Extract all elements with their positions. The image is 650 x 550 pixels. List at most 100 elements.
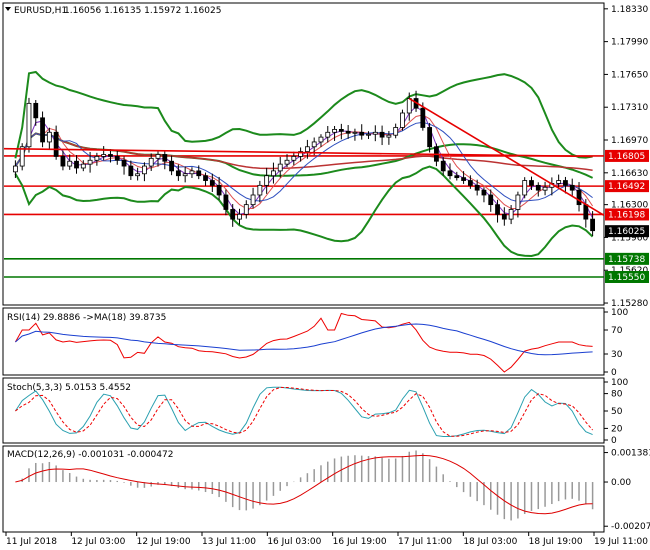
candle-body xyxy=(101,154,107,157)
candle-body xyxy=(508,209,514,220)
candle-body xyxy=(386,134,392,138)
candle-body xyxy=(108,154,113,157)
price-tick-label: 1.17990 xyxy=(611,38,648,48)
moving-average-line xyxy=(14,114,594,209)
rsi-ma-line xyxy=(15,323,593,356)
macd-tick-label: 0.001381 xyxy=(611,449,650,459)
resistance-level-label: 1.16805 xyxy=(608,152,645,162)
candle-body xyxy=(583,204,589,220)
candle-body xyxy=(74,160,79,169)
rsi-tick-label: 100 xyxy=(611,308,628,318)
price-tick-label: 1.15960 xyxy=(611,233,648,243)
candle-body xyxy=(522,180,528,196)
time-tick-label: 11 Jul 2018 xyxy=(6,537,57,547)
candle-body xyxy=(345,130,351,134)
candle-body xyxy=(114,156,120,161)
time-tick-label: 16 Jul 19:00 xyxy=(333,537,387,547)
candle-body xyxy=(569,184,575,191)
time-tick-label: 12 Jul 03:00 xyxy=(71,537,125,547)
candle-body xyxy=(393,127,399,136)
support-level-label: 1.15550 xyxy=(608,273,645,283)
support-level-label: 1.15738 xyxy=(608,255,645,265)
candle-body xyxy=(352,131,358,134)
macd-histogram xyxy=(21,450,594,521)
rsi-tick-label: 70 xyxy=(611,326,623,336)
price-tick-label: 1.17650 xyxy=(611,70,648,80)
candle-body xyxy=(40,117,45,143)
rsi-lines xyxy=(14,312,593,373)
candle-body xyxy=(19,146,25,167)
macd-signal-polyline xyxy=(15,454,593,515)
candle-body xyxy=(481,189,487,196)
candle-body xyxy=(169,160,174,172)
candle-body xyxy=(447,170,453,177)
candle-body xyxy=(53,131,59,157)
candle-body xyxy=(304,146,310,152)
level-labels: 1.16805 1.16492 1.16198 1.15738 1.15550 1.160… xyxy=(605,149,649,283)
candle-body xyxy=(162,154,168,162)
candle-body xyxy=(250,194,256,206)
trend-line xyxy=(408,97,605,216)
time-tick-label: 12 Jul 19:00 xyxy=(137,537,191,547)
candle-body xyxy=(264,175,270,186)
macd-axis: 0.001381 0.00 -0.002072 xyxy=(604,449,650,532)
stoch-axis: 100 80 50 20 0 xyxy=(604,378,628,446)
support-level-box xyxy=(605,252,649,265)
candle-body xyxy=(488,194,494,206)
resistance-level-box xyxy=(605,208,649,221)
candle-body xyxy=(590,218,596,232)
price-tick-label: 1.16630 xyxy=(611,169,648,179)
candle-body xyxy=(243,204,249,215)
candle-body xyxy=(325,131,331,138)
rsi-tick-label: 30 xyxy=(611,350,623,360)
candle-body xyxy=(467,180,473,186)
candle-body xyxy=(209,180,215,186)
price-tick-label: 1.17310 xyxy=(611,103,648,113)
candle-body xyxy=(379,131,385,138)
resistance-level-box xyxy=(605,180,649,193)
candle-body xyxy=(298,151,304,157)
candle-body xyxy=(372,131,378,135)
candle-body xyxy=(332,129,337,133)
price-tick-label: 1.18330 xyxy=(611,5,648,15)
candle-body xyxy=(284,159,290,165)
candle-body xyxy=(12,165,18,173)
candle-body xyxy=(474,184,480,191)
time-tick-label: 16 Jul 03:00 xyxy=(267,537,321,547)
candle-body xyxy=(420,107,426,128)
candle-body xyxy=(80,163,86,169)
time-tick-label: 18 Jul 03:00 xyxy=(463,537,517,547)
candle-body xyxy=(155,154,161,159)
trend-line xyxy=(3,147,593,158)
candle-body xyxy=(46,131,52,143)
chart-menu-triangle-icon[interactable] xyxy=(5,7,11,11)
candle-body xyxy=(427,127,433,148)
symbol-label: EURUSD,H1 xyxy=(14,6,67,16)
rsi-axis: 100 70 30 0 xyxy=(604,308,628,378)
time-tick-label: 19 Jul 11:00 xyxy=(594,537,648,547)
resistance-level-label: 1.16492 xyxy=(608,182,645,192)
candle-body xyxy=(311,141,317,148)
candle-body xyxy=(182,173,188,177)
candle-body xyxy=(203,175,208,181)
stoch-tick-label: 20 xyxy=(611,424,623,434)
candle-body xyxy=(461,177,466,181)
macd-label: MACD(12,26,9) -0.001031 -0.000472 xyxy=(7,450,173,460)
resistance-level-label: 1.16198 xyxy=(608,210,645,220)
candle-body xyxy=(257,184,263,196)
candle-body xyxy=(135,173,141,177)
candle-body xyxy=(175,170,181,177)
rsi-panel xyxy=(2,307,605,376)
current-price-box xyxy=(605,225,649,238)
candle-body xyxy=(271,170,276,177)
candle-body xyxy=(148,157,154,167)
candle-body xyxy=(576,189,582,206)
bollinger-lower xyxy=(14,165,594,258)
candle-body xyxy=(515,194,521,210)
candle-body xyxy=(230,209,236,220)
candle-body xyxy=(529,180,534,186)
stoch-lines xyxy=(14,386,593,437)
candle-body xyxy=(400,112,405,128)
candle-body xyxy=(237,213,242,220)
